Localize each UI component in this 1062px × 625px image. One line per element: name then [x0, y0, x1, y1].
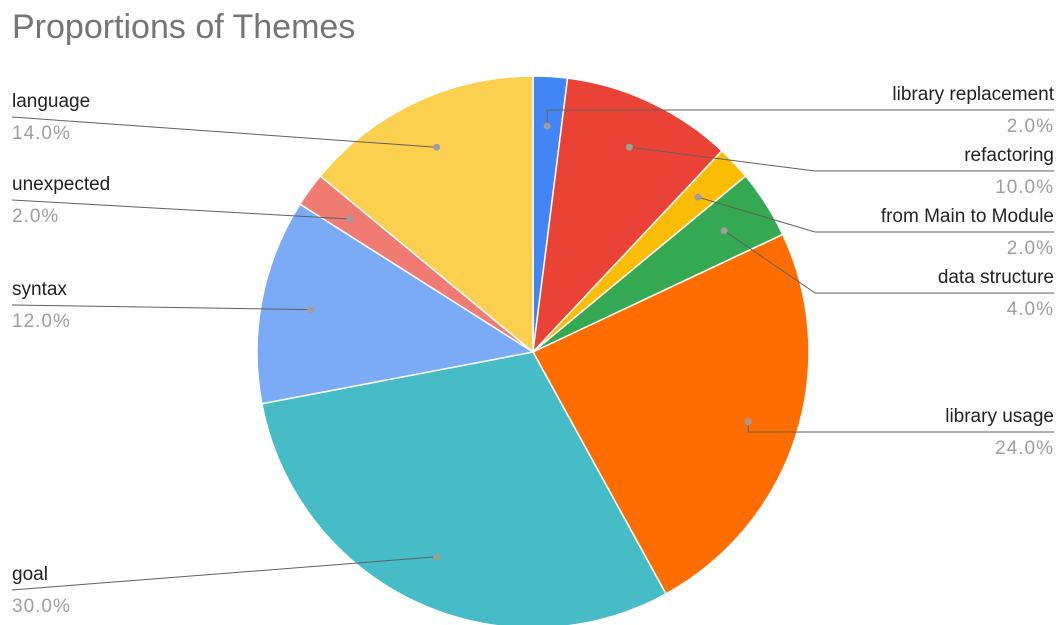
slice-percent-goal: 30.0% [12, 596, 71, 617]
slice-percent-language: 14.0% [12, 123, 71, 144]
slice-label-refactoring: refactoring [964, 145, 1054, 166]
leader-dot-library-replacement [543, 122, 551, 130]
slice-percent-unexpected: 2.0% [12, 206, 59, 227]
slice-percent-syntax: 12.0% [12, 311, 71, 332]
leader-line-refactoring [629, 146, 1054, 172]
pie-slice-refactoring [531, 77, 724, 355]
leader-dot-refactoring [625, 143, 633, 151]
slice-label-library-usage: library usage [945, 406, 1054, 427]
leader-line-language [11, 116, 437, 148]
leader-dot-syntax [307, 306, 315, 314]
slice-label-unexpected: unexpected [12, 174, 110, 195]
slice-percent-library-replacement: 2.0% [1007, 116, 1054, 137]
leader-line-library-replacement [546, 109, 1054, 127]
slice-label-goal: goal [12, 564, 48, 585]
leader-line-syntax [11, 304, 311, 311]
leader-dot-data-structure [720, 227, 728, 235]
pie-slice-syntax [256, 203, 536, 405]
leader-dot-unexpected [346, 215, 354, 223]
slice-label-data-structure: data structure [938, 267, 1054, 288]
slice-labels: library replacement 2.0% refactoring 10.0% f… [12, 84, 1055, 617]
slice-label-language: language [12, 91, 90, 112]
slice-label-syntax: syntax [12, 279, 67, 300]
slice-percent-library-usage: 24.0% [995, 438, 1054, 459]
pie-slice-language [319, 75, 534, 354]
pie-slice-goal [261, 351, 667, 625]
leader-dot-goal [433, 553, 441, 561]
leader-lines [11, 109, 1054, 591]
leader-dot-library-usage [744, 418, 752, 426]
slice-percent-data-structure: 4.0% [1007, 299, 1054, 320]
slice-percent-refactoring: 10.0% [995, 177, 1054, 198]
leader-line-data-structure [723, 230, 1054, 294]
leader-dot-from-main-to-module [694, 193, 702, 201]
leader-dot-language [433, 143, 441, 151]
slice-label-library-replacement: library replacement [892, 84, 1054, 105]
slice-label-from-main-to-module: from Main to Module [881, 206, 1054, 227]
slice-percent-from-main-to-module: 2.0% [1007, 238, 1054, 259]
pie-slices [256, 75, 810, 625]
leader-line-goal [11, 556, 437, 591]
leader-line-unexpected [11, 199, 350, 220]
chart-title: Proportions of Themes [12, 8, 356, 46]
leader-line-from-main-to-module [697, 196, 1054, 233]
